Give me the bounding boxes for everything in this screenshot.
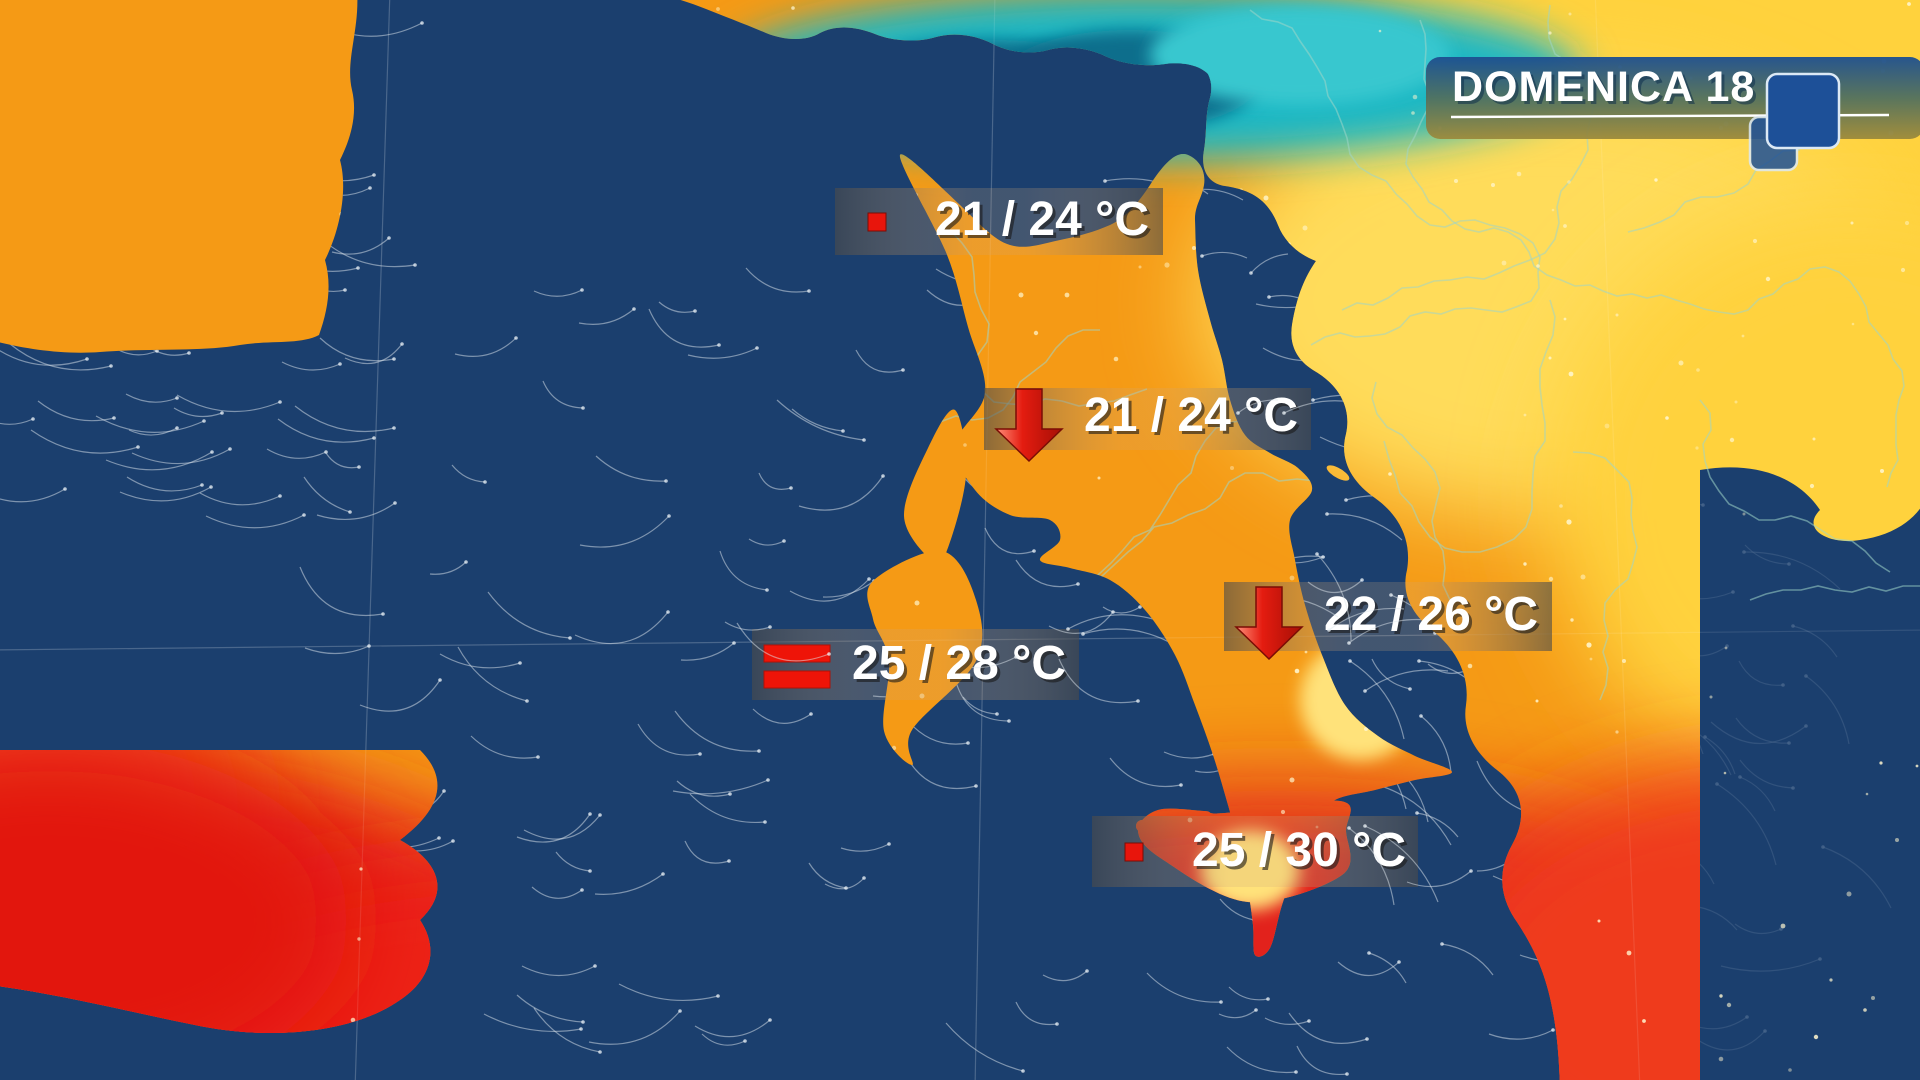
svg-text:25 / 30 °C: 25 / 30 °C: [1192, 824, 1406, 877]
svg-text:21 / 24 °C: 21 / 24 °C: [1084, 389, 1298, 442]
svg-text:25 / 28 °C: 25 / 28 °C: [852, 637, 1066, 690]
svg-text:21 / 24 °C: 21 / 24 °C: [935, 193, 1149, 246]
svg-text:DOMENICA 18: DOMENICA 18: [1452, 63, 1755, 111]
